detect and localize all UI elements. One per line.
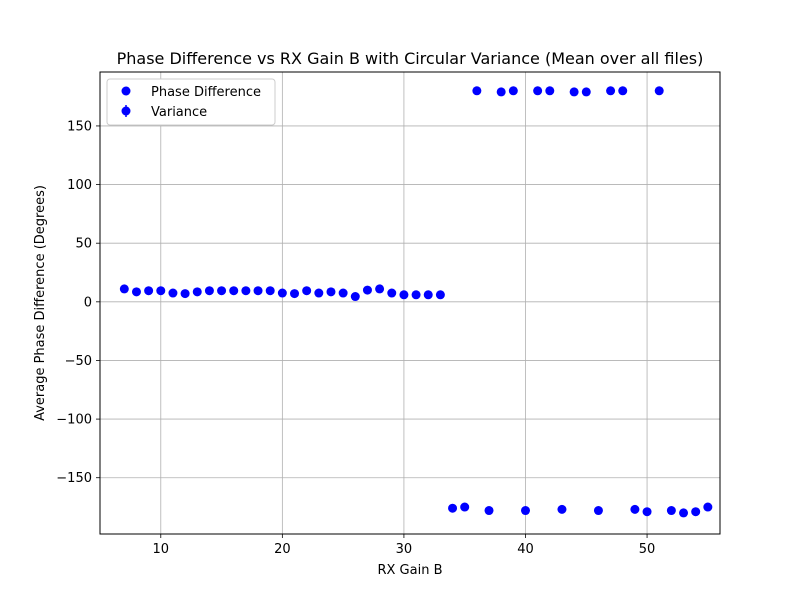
plot-area-frame [99, 71, 721, 535]
data-point [326, 287, 336, 297]
chart-title: Phase Difference vs RX Gain B with Circu… [117, 49, 704, 68]
y-axis-label: Average Phase Difference (Degrees) [33, 185, 48, 421]
data-point [520, 506, 530, 516]
data-point [606, 86, 616, 96]
data-point [192, 287, 202, 297]
data-point [302, 286, 312, 296]
data-point [375, 284, 385, 294]
data-point [411, 290, 421, 300]
data-point [618, 86, 628, 96]
x-tick-label: 10 [153, 542, 170, 557]
y-tick-label: −150 [56, 471, 92, 486]
data-point [423, 290, 433, 300]
data-point [472, 86, 482, 96]
data-point [545, 86, 555, 96]
data-point [131, 287, 141, 297]
data-point [156, 286, 166, 296]
data-point [290, 289, 300, 299]
marks-layer [119, 86, 713, 518]
data-point [144, 286, 154, 296]
legend-box [106, 78, 276, 126]
data-point [338, 288, 348, 298]
data-point [666, 506, 676, 516]
data-point [484, 506, 494, 516]
y-tick-label: 50 [75, 237, 92, 252]
data-point [253, 286, 263, 296]
data-point [581, 87, 591, 97]
data-point [703, 502, 713, 512]
data-point [569, 87, 579, 97]
data-point [217, 286, 227, 296]
y-tick-label: 100 [67, 178, 92, 193]
x-tick-label: 30 [396, 542, 413, 557]
data-point [679, 508, 689, 518]
legend: Phase Difference Variance [106, 78, 276, 126]
legend-marker-phase-difference [121, 86, 131, 96]
x-axis-label: RX Gain B [377, 563, 442, 578]
data-point [593, 506, 603, 516]
data-point [691, 507, 701, 517]
legend-label-phase-difference: Phase Difference [151, 85, 261, 100]
data-point [387, 288, 397, 298]
legend-label-variance: Variance [151, 105, 207, 120]
data-point [460, 502, 470, 512]
data-point [642, 507, 652, 517]
data-point [557, 504, 567, 514]
data-point [168, 288, 178, 298]
x-tick-label: 50 [639, 542, 656, 557]
data-point [630, 504, 640, 514]
x-tick-label: 40 [517, 542, 534, 557]
data-point [448, 503, 458, 513]
grid-layer [100, 72, 720, 534]
y-tick-label: 150 [67, 119, 92, 134]
data-point [265, 286, 275, 296]
data-point [496, 87, 506, 97]
x-tick-label: 20 [274, 542, 291, 557]
y-tick-label: −100 [56, 413, 92, 428]
data-point [241, 286, 251, 296]
data-point [180, 289, 190, 299]
data-point [654, 86, 664, 96]
data-point [399, 290, 409, 300]
data-point [362, 285, 372, 295]
data-point [204, 286, 214, 296]
data-point [508, 86, 518, 96]
data-point [350, 292, 360, 302]
data-point [435, 290, 445, 300]
y-tick-label: 0 [84, 295, 92, 310]
data-point [533, 86, 543, 96]
data-point [277, 288, 287, 298]
legend-marker-variance [121, 106, 131, 116]
y-tick-label: −50 [65, 354, 92, 369]
data-point [229, 286, 239, 296]
ticks-layer: 10 20 30 40 50 −150 −100 −50 0 50 100 150 [56, 119, 655, 557]
data-point [119, 284, 129, 294]
data-point [314, 288, 324, 298]
